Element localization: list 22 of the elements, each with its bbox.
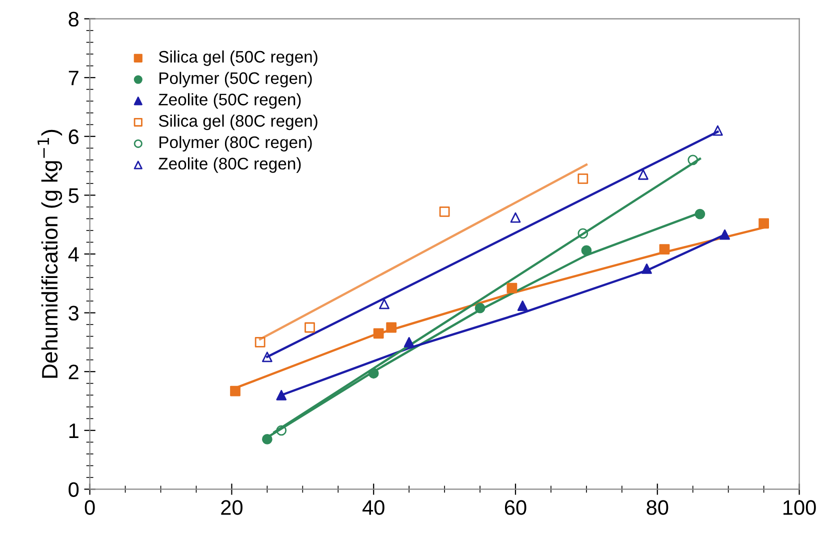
x-tick-label: 80	[646, 500, 668, 515]
x-tick-label: 40	[362, 500, 384, 515]
x-tick-label: 20	[221, 500, 242, 515]
y-tick-label: 8	[68, 12, 78, 27]
legend-label: Zeolite (50C regen)	[158, 93, 301, 109]
y-tick-label: 0	[68, 482, 79, 497]
y-tick-label: 1	[69, 424, 78, 438]
legend-label: Silica gel (80C regen)	[158, 114, 318, 130]
y-tick-label: 4	[68, 247, 79, 262]
y-axis-title: Dehumidification (g kg$^{−1}$)	[38, 130, 62, 378]
legend-label: Silica gel (50C regen)	[158, 50, 318, 66]
x-tick-label: 60	[504, 500, 526, 515]
legend-label: Polymer (80C regen)	[160, 136, 312, 152]
x-tick-label: 100	[783, 500, 816, 515]
y-tick-label: 2	[68, 364, 78, 380]
legend-label: Zeolite (80C regen)	[158, 157, 301, 173]
y-tick-label: 3	[68, 306, 78, 321]
y-tick-label: 6	[68, 129, 78, 144]
legend-label: Polymer (50C regen)	[160, 72, 312, 88]
x-tick-label: 0	[84, 500, 95, 515]
y-tick-label: 7	[68, 70, 78, 86]
y-tick-label: 5	[68, 188, 79, 203]
